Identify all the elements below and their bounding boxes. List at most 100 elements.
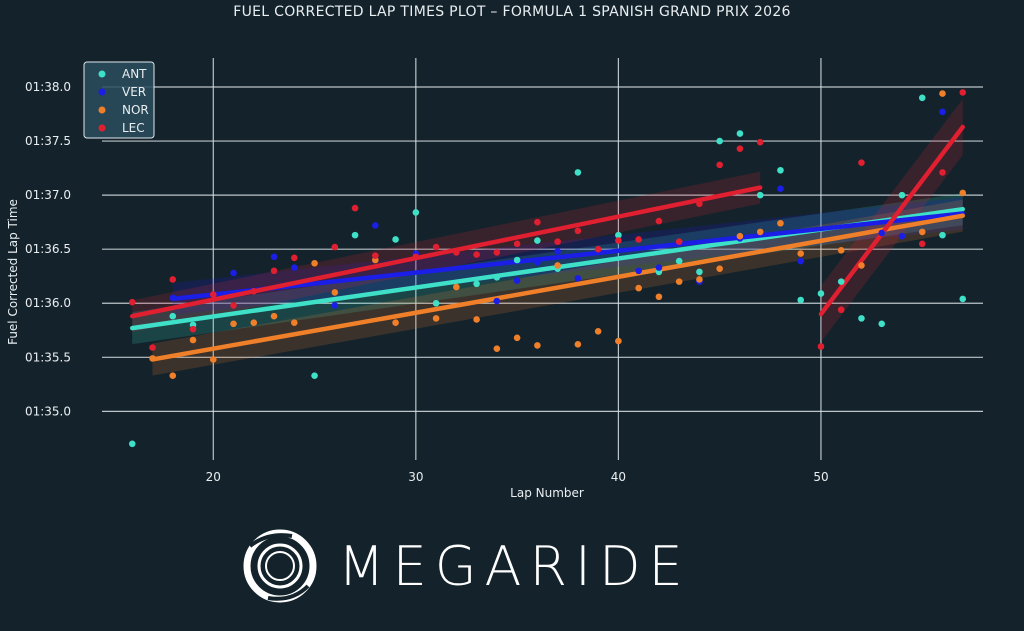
y-tick-label: 01:37.0	[25, 188, 71, 202]
nor-data-point	[534, 342, 541, 349]
ant-data-point	[351, 231, 359, 239]
y-tick-label: 01:38.0	[25, 80, 71, 94]
ver-data-point	[777, 185, 784, 192]
lec-data-point	[351, 204, 359, 212]
megaride-logo: MEGARIDE	[240, 528, 770, 608]
ver-data-point	[493, 297, 501, 305]
nor-data-point	[918, 228, 926, 236]
y-tick-label: 01:36.5	[25, 242, 71, 256]
legend-box	[83, 61, 155, 139]
nor-data-point	[169, 372, 177, 379]
ver-data-point	[635, 267, 642, 275]
nor-data-point	[655, 293, 663, 301]
lec-data-point	[291, 254, 298, 262]
y-tick-label: 01:35.5	[25, 350, 71, 364]
y-tick-label: 01:36.0	[25, 296, 71, 310]
megaride-emblem-icon	[243, 529, 317, 603]
axis-ticks: 20 30 40 50 01:35.0 01:35.5 01:36.0 01:36.5 01:3…	[25, 80, 829, 484]
ant-data-point	[412, 209, 420, 216]
ant-data-point	[311, 372, 318, 379]
nor-data-point	[311, 259, 318, 267]
ant-data-point	[918, 94, 926, 102]
nor-data-point	[473, 316, 480, 323]
nor-data-point	[209, 356, 217, 363]
ant-data-point	[513, 256, 521, 264]
nor-data-point	[837, 246, 845, 254]
nor-fit-line	[150, 213, 965, 362]
ant-data-point	[797, 296, 804, 304]
ver-data-point	[291, 264, 298, 271]
legend-label-nor: NOR	[122, 103, 149, 117]
lec-data-point	[675, 238, 683, 245]
ver-data-point	[372, 222, 379, 229]
lec-data-point	[432, 243, 440, 251]
ant-data-point	[574, 169, 582, 176]
nor-data-point	[291, 319, 298, 327]
x-tick-label: 30	[408, 470, 423, 484]
lec-data-point	[939, 169, 946, 176]
ver-data-point	[878, 229, 886, 237]
nor-data-point	[149, 355, 156, 362]
nor-data-point	[554, 262, 561, 269]
nor-data-point	[453, 283, 460, 291]
nor-data-point	[250, 319, 258, 327]
ant-data-point	[615, 231, 622, 239]
nor-data-point	[675, 278, 683, 285]
ant-data-point	[128, 440, 136, 448]
ant-data-point	[493, 273, 501, 281]
lec-data-point	[959, 89, 967, 96]
x-tick-label: 20	[206, 470, 221, 484]
legend-label-ant: ANT	[122, 67, 147, 81]
ant-data-point	[878, 320, 886, 328]
lec-data-point	[615, 237, 622, 244]
ant-data-point	[858, 315, 865, 322]
ant-data-point	[696, 268, 703, 276]
lec-data-point	[736, 145, 744, 152]
ver-data-point	[513, 277, 521, 284]
lec-data-point	[696, 200, 703, 208]
lec-data-point	[837, 306, 845, 314]
nor-data-point	[716, 265, 723, 272]
legend-marker-nor	[98, 106, 106, 114]
data-points	[128, 89, 967, 448]
chart-title: FUEL CORRECTED LAP TIMES PLOT – FORMULA …	[233, 4, 791, 20]
legend-marker-lec	[98, 124, 106, 132]
x-axis-label: Lap Number	[510, 486, 584, 500]
lec-data-point	[756, 138, 764, 146]
nor-data-point	[513, 334, 521, 342]
nor-data-point	[736, 232, 744, 240]
ant-data-point	[736, 130, 744, 137]
y-axis-label: Fuel Corrected Lap Time	[6, 199, 20, 345]
nor-data-point	[635, 284, 642, 292]
ver-data-point	[655, 264, 663, 271]
lec-data-point	[635, 236, 642, 243]
grid-lines	[102, 58, 983, 460]
y-tick-label: 01:35.0	[25, 404, 71, 418]
ver-data-point	[574, 275, 582, 282]
ant-data-point	[716, 137, 723, 145]
nor-data-point	[594, 328, 602, 335]
ant-data-point	[898, 191, 906, 199]
nor-data-point	[432, 315, 440, 322]
nor-data-point	[939, 90, 946, 97]
lec-data-point	[270, 267, 278, 275]
ant-data-point	[959, 295, 967, 303]
nor-data-point	[189, 336, 197, 344]
lec-data-point	[169, 276, 177, 283]
lec-data-point	[473, 251, 480, 258]
nor-data-point	[756, 228, 764, 236]
nor-data-point	[615, 337, 622, 345]
nor-data-point	[331, 289, 339, 296]
lec-data-point	[230, 302, 237, 309]
ant-data-point	[817, 290, 825, 297]
legend: ANT VER NOR LEC	[83, 61, 155, 139]
nor-data-point	[858, 262, 865, 269]
legend-marker-ant	[98, 70, 106, 78]
lec-data-point	[574, 227, 582, 235]
lec-data-point	[716, 161, 723, 169]
ant-data-point	[777, 166, 784, 174]
lec-data-point	[189, 325, 197, 333]
lec-data-point	[513, 240, 521, 248]
legend-label-ver: VER	[122, 85, 146, 99]
nor-data-point	[797, 250, 804, 257]
